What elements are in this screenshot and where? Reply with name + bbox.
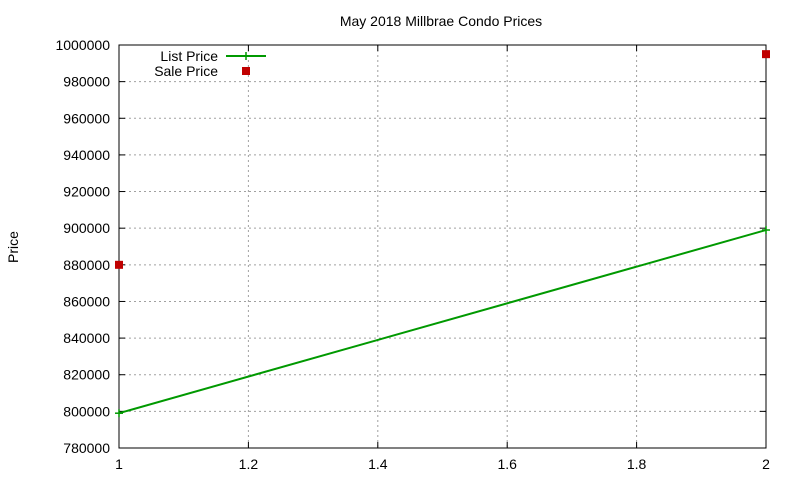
y-tick-label: 820000	[63, 367, 110, 383]
legend-swatch-sale-price	[242, 67, 250, 75]
y-tick-label: 1000000	[55, 37, 110, 53]
sale-price-point	[762, 50, 770, 59]
axis-ticks: 1 1.2 1.4 1.6 1.8 2 780000 800000 820000 840000 86…	[55, 37, 770, 472]
chart-title: May 2018 Millbrae Condo Prices	[340, 13, 542, 29]
plot-frame	[118, 44, 767, 449]
y-tick-label: 780000	[63, 440, 110, 456]
x-tick-label: 1.2	[239, 456, 259, 472]
list-price-point	[115, 409, 123, 418]
y-tick-label: 960000	[63, 110, 110, 126]
y-tick-label: 980000	[63, 74, 110, 90]
series-line-list-price	[118, 229, 767, 415]
sale-price-point	[115, 260, 123, 269]
y-tick-label: 920000	[63, 184, 110, 200]
legend-label: List Price	[160, 48, 218, 64]
x-tick-label: 1.8	[627, 456, 647, 472]
series	[115, 50, 770, 418]
y-tick-label: 860000	[63, 293, 110, 309]
y-tick-label: 900000	[63, 220, 110, 236]
y-tick-label: 800000	[63, 403, 110, 419]
x-tick-label: 1.4	[368, 456, 388, 472]
x-tick-label: 1.6	[497, 456, 517, 472]
y-tick-label: 840000	[63, 330, 110, 346]
y-tick-label: 940000	[63, 147, 110, 163]
y-tick-label: 880000	[63, 257, 110, 273]
x-tick-label: 2	[762, 456, 770, 472]
legend-label: Sale Price	[154, 63, 218, 79]
y-axis-label: Price	[5, 231, 21, 263]
grid	[119, 45, 766, 448]
list-price-point	[762, 226, 770, 235]
x-tick-label: 1	[115, 456, 123, 472]
